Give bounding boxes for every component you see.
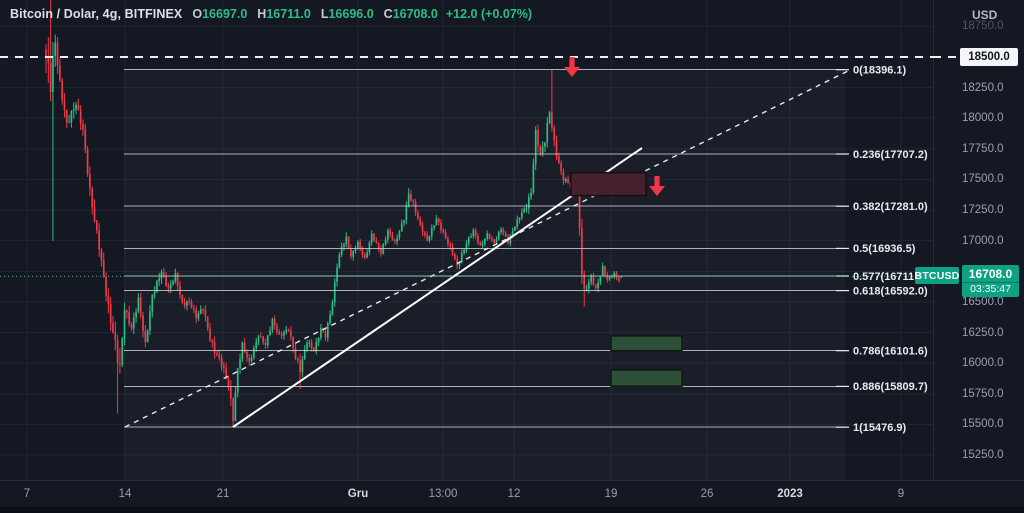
price-tick-label: 15500.0 — [962, 418, 1004, 430]
fib-level-label: 0.577(16711 — [853, 271, 914, 283]
down-arrow[interactable] — [649, 176, 665, 196]
price-tick-label: 18000.0 — [962, 112, 1004, 124]
time-tick-label: 9 — [897, 488, 905, 500]
window-edge — [0, 507, 1024, 513]
fib-level-label: 0.786(16101.6) — [853, 346, 928, 358]
price-tick-label: 16250.0 — [962, 327, 1004, 339]
alert-price-label[interactable]: 18500.0 — [960, 48, 1018, 66]
down-arrow[interactable] — [564, 57, 580, 77]
symbol-legend: Bitcoin / Dolar, 4g, BITFINEX O16697.0 H… — [10, 7, 532, 21]
high-value: 16711.0 — [266, 7, 311, 21]
open-value: 16697.0 — [202, 7, 248, 21]
price-tick-label: 18750.0 — [962, 20, 1004, 32]
target-zone-1-box[interactable] — [610, 335, 683, 352]
time-tick-label: Gru — [347, 488, 369, 500]
fib-level-label: 0.236(17707.2) — [853, 149, 928, 161]
resistance-zone-box[interactable] — [570, 171, 647, 197]
symbol-title[interactable]: Bitcoin / Dolar, 4g, BITFINEX — [10, 7, 183, 21]
fib-level-label: 0.5(16936.5) — [853, 243, 916, 255]
fib-level-label: 1(15476.9) — [853, 422, 907, 434]
price-tick-label: 17250.0 — [962, 204, 1004, 216]
currency-label: USD — [972, 8, 998, 22]
close-value: 16708.0 — [392, 7, 438, 21]
last-price-badge: 16708.0 03:35:47 — [962, 265, 1019, 297]
price-tick-label: 17500.0 — [962, 173, 1004, 185]
low-value: 16696.0 — [328, 7, 374, 21]
time-tick-label: 12 — [507, 488, 521, 500]
price-tick-label: 16500.0 — [962, 296, 1004, 308]
bar-countdown: 03:35:47 — [962, 282, 1019, 297]
close-label: C16708.0 — [383, 7, 438, 21]
price-tick-label: 17750.0 — [962, 143, 1004, 155]
time-tick-label: 2023 — [777, 488, 803, 500]
price-axis[interactable]: USD 18500.0 18750.0 18250.0 18000.0 17750.0… — [933, 0, 1024, 480]
alert-line-extension — [933, 56, 961, 58]
time-tick-label: 13:00 — [428, 488, 458, 500]
time-tick-label: 21 — [216, 488, 230, 500]
time-tick-label: 14 — [118, 488, 132, 500]
fib-level-label: 0(18396.1) — [853, 65, 907, 77]
price-tick-label: 16000.0 — [962, 357, 1004, 369]
time-tick-label: 19 — [604, 488, 618, 500]
price-tick-label: 15750.0 — [962, 388, 1004, 400]
fib-level-label: 0.618(16592.0) — [853, 285, 928, 297]
time-tick-label: 7 — [23, 488, 31, 500]
fib-level-label: 0.886(15809.7) — [853, 381, 928, 393]
candlestick-chart[interactable]: 0(18396.1) 0.236(17707.2) 0.382(17281.0) 0.… — [0, 0, 933, 480]
price-tick-label: 15250.0 — [962, 449, 1004, 461]
symbol-chip: BTCUSD — [915, 267, 959, 284]
high-label: H16711.0 — [257, 7, 311, 21]
target-zone-2-box[interactable] — [610, 369, 683, 387]
price-tick-label: 17000.0 — [962, 235, 1004, 247]
trendline-dashed[interactable] — [124, 70, 849, 428]
change-value: +12.0 (+0.07%) — [445, 7, 533, 21]
fib-level-label: 0.382(17281.0) — [853, 201, 928, 213]
price-tick-label: 18250.0 — [962, 82, 1004, 94]
time-axis[interactable]: 7 14 21 Gru 13:00 12 19 26 2023 9 — [0, 480, 1024, 508]
last-price-value: 16708.0 — [962, 265, 1019, 282]
time-tick-label: 26 — [700, 488, 714, 500]
low-label: L16696.0 — [320, 7, 374, 21]
open-label: O16697.0 — [192, 7, 248, 21]
fib-background — [124, 70, 845, 480]
